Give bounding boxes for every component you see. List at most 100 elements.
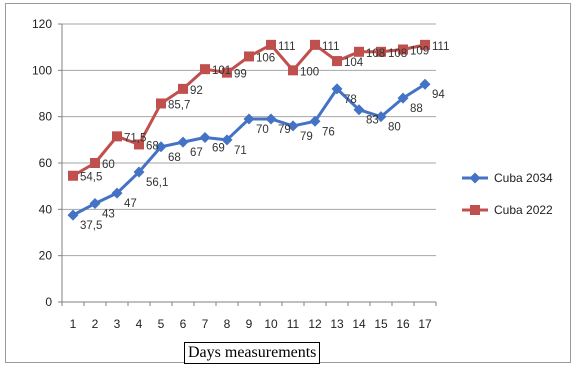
x-tick-label: 2 bbox=[92, 317, 99, 331]
data-label: 106 bbox=[256, 52, 275, 64]
axes bbox=[58, 23, 437, 306]
data-label: 60 bbox=[102, 159, 115, 171]
data-label: 83 bbox=[366, 115, 379, 127]
data-label: 94 bbox=[432, 89, 445, 101]
data-label: 71 bbox=[234, 145, 247, 157]
data-point bbox=[331, 83, 343, 95]
legend: Cuba 2034 Cuba 2022 bbox=[462, 171, 553, 217]
data-label: 111 bbox=[278, 41, 295, 53]
data-label: 111 bbox=[432, 41, 449, 53]
data-label: 37,5 bbox=[80, 220, 102, 232]
y-tick-label: 0 bbox=[45, 295, 52, 309]
data-label: 109 bbox=[410, 45, 429, 57]
data-label: 69 bbox=[212, 143, 225, 155]
data-point bbox=[222, 67, 232, 78]
data-point bbox=[112, 131, 122, 142]
y-tick-labels: 0 20 40 60 80 100 120 bbox=[32, 17, 52, 309]
data-point bbox=[177, 136, 189, 148]
legend-marker bbox=[470, 205, 480, 215]
data-point bbox=[398, 44, 408, 55]
y-tick-label: 80 bbox=[39, 110, 53, 124]
data-point bbox=[133, 166, 145, 178]
legend-label: Cuba 2022 bbox=[494, 203, 553, 217]
data-point bbox=[89, 198, 101, 210]
x-tick-label: 16 bbox=[396, 317, 410, 331]
y-tick-label: 120 bbox=[32, 17, 52, 31]
data-label: 47 bbox=[124, 198, 137, 210]
data-point bbox=[156, 98, 166, 109]
data-label: 88 bbox=[410, 103, 423, 115]
data-point bbox=[178, 83, 188, 94]
data-label: 99 bbox=[234, 69, 247, 81]
series-line-1 bbox=[72, 43, 426, 178]
legend-label: Cuba 2034 bbox=[494, 171, 553, 185]
data-label: 43 bbox=[102, 209, 115, 221]
data-point bbox=[111, 187, 123, 199]
data-point bbox=[309, 115, 321, 127]
data-label: 70 bbox=[256, 124, 269, 136]
data-label: 76 bbox=[322, 126, 335, 138]
data-point bbox=[397, 92, 409, 104]
data-label: 78 bbox=[344, 94, 357, 106]
x-tick-label: 7 bbox=[202, 317, 209, 331]
x-tick-label: 4 bbox=[136, 317, 143, 331]
data-label: 67 bbox=[190, 147, 203, 159]
x-tick-label: 11 bbox=[287, 317, 300, 331]
data-point bbox=[310, 39, 320, 50]
data-labels: 37,543 47 56,1 68 67 69 71 70 79 79 76 78 83 80 88 94 54… bbox=[80, 41, 449, 232]
data-point bbox=[243, 113, 255, 125]
data-label: 111 bbox=[322, 41, 339, 53]
x-tick-label: 1 bbox=[70, 317, 77, 331]
y-tick-label: 60 bbox=[39, 156, 53, 170]
x-tick-label: 13 bbox=[330, 317, 344, 331]
x-tick-label: 10 bbox=[264, 317, 278, 331]
data-point bbox=[200, 64, 210, 75]
data-point bbox=[266, 39, 276, 50]
data-point bbox=[287, 120, 299, 132]
data-label: 100 bbox=[300, 66, 319, 78]
data-label: 71,5 bbox=[124, 132, 146, 144]
data-label: 54,5 bbox=[80, 172, 102, 184]
data-point bbox=[420, 39, 430, 50]
data-point bbox=[332, 56, 342, 67]
data-point bbox=[288, 65, 298, 76]
data-point bbox=[221, 134, 233, 146]
legend-marker bbox=[469, 172, 481, 184]
data-point bbox=[90, 158, 100, 168]
data-point bbox=[419, 78, 431, 90]
data-point bbox=[199, 132, 211, 144]
data-label: 108 bbox=[366, 48, 385, 60]
x-tick-label: 3 bbox=[114, 317, 121, 331]
data-label: 56,1 bbox=[146, 177, 168, 189]
data-label: 92 bbox=[190, 85, 203, 97]
x-tick-label: 8 bbox=[224, 317, 231, 331]
y-tick-label: 100 bbox=[32, 63, 52, 77]
data-label: 79 bbox=[300, 131, 313, 143]
x-tick-labels: 1 2 3 4 5 6 7 8 9 10 11 12 13 14 15 16 17 bbox=[70, 317, 432, 331]
data-point bbox=[67, 209, 79, 221]
x-tick-label: 15 bbox=[374, 317, 388, 331]
data-point bbox=[265, 113, 277, 125]
data-point bbox=[354, 46, 364, 57]
data-label: 68 bbox=[146, 140, 159, 152]
data-label: 68 bbox=[168, 152, 181, 164]
data-point bbox=[375, 111, 387, 123]
x-tick-label: 9 bbox=[246, 317, 253, 331]
y-tick-label: 40 bbox=[39, 202, 53, 216]
y-tick-label: 20 bbox=[39, 249, 53, 263]
series-line-0 bbox=[72, 82, 426, 217]
data-label: 85,7 bbox=[168, 99, 190, 111]
x-tick-label: 12 bbox=[308, 317, 322, 331]
data-label: 79 bbox=[278, 124, 291, 136]
data-point bbox=[155, 141, 167, 153]
x-tick-label: 5 bbox=[158, 317, 165, 331]
data-point bbox=[134, 139, 144, 150]
data-point bbox=[244, 51, 254, 62]
data-label: 104 bbox=[344, 57, 364, 69]
x-tick-label: 6 bbox=[180, 317, 187, 331]
x-tick-label: 14 bbox=[352, 317, 366, 331]
data-point bbox=[353, 104, 365, 116]
series-layer bbox=[67, 39, 431, 221]
x-axis-title: Days measurements bbox=[184, 342, 321, 364]
